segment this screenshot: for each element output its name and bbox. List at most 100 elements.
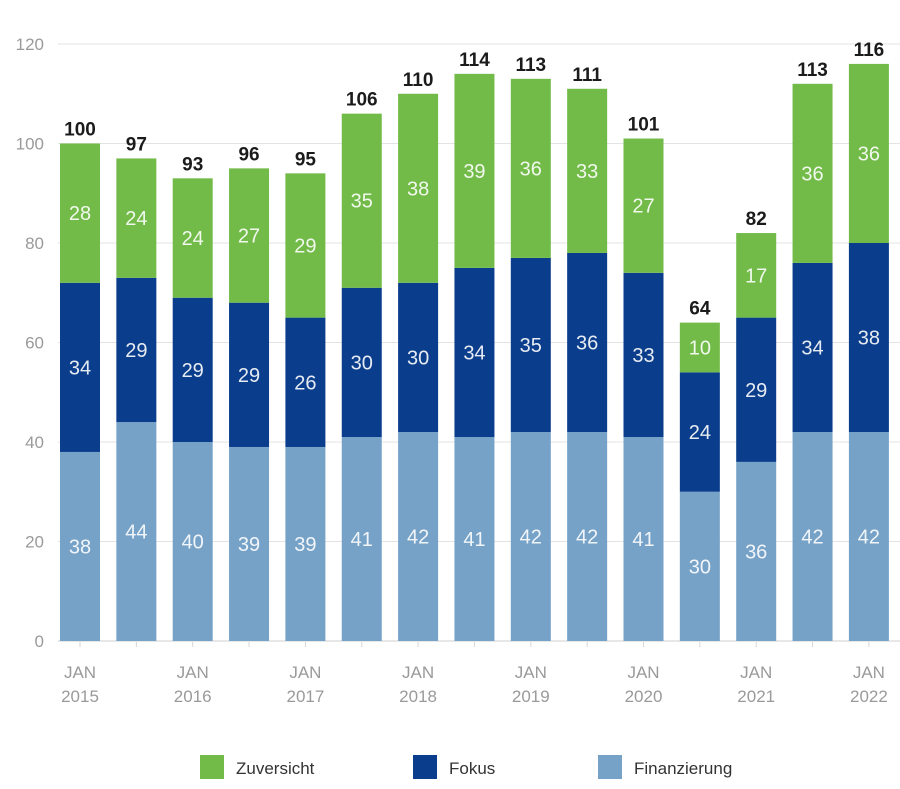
x-tick-label: JAN [627, 663, 659, 682]
total-label: 93 [182, 154, 203, 175]
y-tick-label: 40 [25, 433, 44, 452]
segment-value-label: 34 [69, 357, 91, 379]
segment-value-label: 33 [632, 345, 654, 367]
total-label: 110 [403, 70, 434, 91]
segment-value-label: 41 [351, 529, 373, 551]
bar-stack: 38 34 28 100 [60, 120, 100, 641]
bar-segment-finanzierung [792, 432, 833, 641]
y-tick-label: 60 [25, 334, 44, 353]
x-tick-label: JAN [402, 663, 434, 682]
bar-segment-zuversicht [285, 173, 326, 318]
bar-segment-finanzierung [172, 442, 213, 641]
bar-segment-finanzierung [229, 446, 270, 641]
segment-value-label: 27 [632, 196, 654, 218]
y-tick-label: 80 [25, 234, 44, 253]
segment-value-label: 42 [407, 527, 429, 549]
total-label: 113 [797, 60, 828, 81]
segment-value-label: 36 [520, 158, 542, 180]
legend-label: Finanzierung [634, 759, 732, 778]
bar-segment-finanzierung [510, 432, 551, 641]
segment-value-label: 26 [294, 372, 316, 394]
total-label: 111 [572, 65, 602, 86]
segment-value-label: 39 [294, 534, 316, 556]
bar-segment-zuversicht [454, 73, 495, 268]
legend: Zuversicht Fokus Finanzierung [200, 755, 732, 779]
bar-stack: 41 30 35 106 [341, 90, 382, 641]
segment-value-label: 29 [182, 360, 204, 382]
bar-segment-zuversicht [623, 138, 664, 273]
bar-segment-zuversicht [398, 93, 439, 283]
segment-value-label: 28 [69, 203, 91, 225]
bar-segment-zuversicht [792, 83, 833, 263]
bar-segment-fokus [229, 302, 270, 447]
x-tick-label: 2015 [61, 687, 99, 706]
legend-swatch [200, 755, 224, 779]
legend-item: Finanzierung [598, 755, 732, 779]
segment-value-label: 34 [801, 337, 823, 359]
bar-segment-fokus [285, 317, 326, 447]
bar-segment-zuversicht [229, 168, 270, 303]
x-tick-label: JAN [515, 663, 547, 682]
segment-value-label: 39 [463, 161, 485, 183]
segment-value-label: 42 [858, 527, 880, 549]
legend-swatch [413, 755, 437, 779]
bar-segment-finanzierung [60, 451, 100, 641]
x-tick-label: JAN [289, 663, 321, 682]
total-label: 100 [64, 120, 96, 141]
bar-segment-fokus [172, 297, 213, 442]
x-tick-label: JAN [177, 663, 209, 682]
bar-segment-fokus [398, 282, 439, 433]
segment-value-label: 36 [745, 541, 767, 563]
segment-value-label: 24 [182, 228, 204, 250]
bar-stack: 42 38 36 116 [848, 40, 889, 641]
segment-value-label: 40 [182, 532, 204, 554]
total-label: 101 [628, 115, 660, 136]
legend-item: Fokus [413, 755, 495, 779]
total-label: 82 [746, 209, 767, 230]
bar-segment-fokus [679, 372, 720, 492]
total-label: 114 [459, 50, 490, 71]
segment-value-label: 24 [125, 208, 147, 230]
x-tick-label: 2022 [850, 687, 888, 706]
bar-segment-fokus [736, 317, 777, 462]
bar-segment-finanzierung [116, 422, 157, 641]
segment-value-label: 42 [520, 527, 542, 549]
bar-segment-fokus [341, 287, 382, 438]
x-tick-label: 2021 [737, 687, 775, 706]
bar-segment-finanzierung [398, 432, 439, 641]
segment-value-label: 30 [689, 556, 711, 578]
bar-segment-fokus [792, 262, 833, 433]
x-axis: JAN 2015 JAN 2016 JAN 2017 JAN 2018 JAN 2019 JAN 20… [61, 642, 888, 706]
y-tick-label: 20 [25, 533, 44, 552]
bar-segment-finanzierung [623, 437, 664, 641]
bar-stack: 39 29 27 96 [229, 144, 270, 641]
bar-stack: 42 35 36 113 [510, 55, 551, 641]
x-tick-label: 2017 [286, 687, 324, 706]
bar-stack: 41 33 27 101 [623, 115, 664, 641]
segment-value-label: 29 [125, 340, 147, 362]
segment-value-label: 24 [689, 422, 711, 444]
segment-value-label: 38 [858, 328, 880, 350]
bar-segment-zuversicht [510, 78, 551, 258]
bar-stack: 42 30 38 110 [398, 70, 439, 641]
segment-value-label: 29 [238, 365, 260, 387]
bar-segment-zuversicht [60, 143, 100, 283]
total-label: 116 [854, 40, 885, 61]
bar-segment-zuversicht [567, 88, 608, 253]
total-label: 96 [238, 144, 259, 165]
bar-stack: 40 29 24 93 [172, 154, 213, 641]
y-tick-label: 100 [16, 135, 44, 154]
bar-segment-finanzierung [341, 437, 382, 641]
bar-segment-zuversicht [116, 158, 157, 278]
bar-segment-fokus [567, 252, 608, 433]
x-tick-label: JAN [740, 663, 772, 682]
legend-swatch [598, 755, 622, 779]
total-label: 106 [346, 90, 378, 111]
segment-value-label: 38 [407, 178, 429, 200]
segment-value-label: 41 [632, 529, 654, 551]
bar-segment-zuversicht [736, 233, 777, 318]
x-tick-label: 2020 [625, 687, 663, 706]
bar-segment-fokus [848, 243, 889, 433]
x-tick-label: 2018 [399, 687, 437, 706]
total-label: 97 [126, 134, 147, 155]
